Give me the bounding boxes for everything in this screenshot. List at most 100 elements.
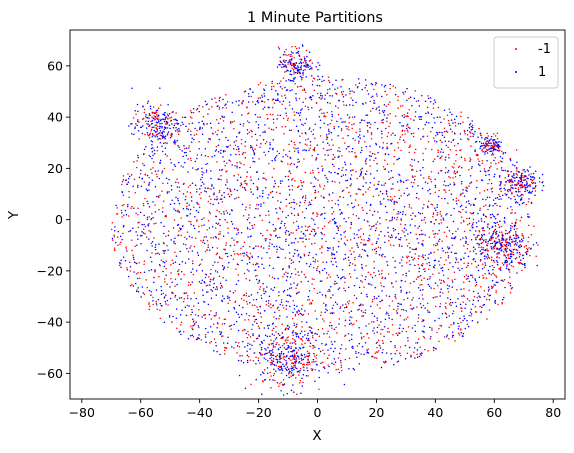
point-neg1 [242,122,245,125]
point-1 [485,256,488,258]
point-1 [390,234,393,236]
point-1 [288,202,291,205]
point-1 [132,256,135,259]
point-neg1 [349,184,352,187]
point-neg1 [407,131,409,133]
point-1 [178,210,180,213]
point-1 [503,296,505,299]
point-neg1 [142,202,145,205]
point-1 [237,148,240,151]
point-neg1 [331,158,334,160]
point-1 [324,311,326,314]
point-1 [490,245,492,248]
point-1 [347,256,350,258]
point-1 [208,137,210,140]
point-neg1 [323,352,326,355]
point-neg1 [117,244,119,246]
point-1 [290,64,293,67]
point-1 [507,175,510,178]
point-1 [484,262,486,264]
point-1 [365,145,367,148]
point-neg1 [433,158,436,160]
point-neg1 [284,233,287,235]
point-1 [379,201,382,203]
point-neg1 [383,184,385,186]
point-1 [290,259,293,261]
point-1 [413,347,416,349]
point-neg1 [159,134,162,137]
point-neg1 [351,127,353,130]
point-1 [119,262,121,264]
point-neg1 [277,114,279,116]
point-1 [383,103,386,106]
point-1 [272,289,274,291]
point-neg1 [405,239,408,241]
point-1 [526,182,528,184]
point-neg1 [525,180,528,183]
point-1 [403,192,406,194]
point-neg1 [379,307,381,309]
point-1 [139,211,142,214]
point-neg1 [233,239,235,241]
point-1 [471,319,474,322]
point-neg1 [501,169,503,172]
point-neg1 [292,334,294,336]
point-neg1 [187,250,190,253]
point-neg1 [348,122,350,124]
point-neg1 [323,225,326,227]
point-1 [331,343,334,346]
point-neg1 [469,182,471,185]
point-1 [476,242,478,245]
point-neg1 [210,279,212,281]
point-1 [466,190,468,192]
point-1 [276,154,278,157]
point-1 [307,106,309,109]
point-1 [163,321,166,324]
point-neg1 [380,272,383,275]
point-1 [220,332,222,335]
point-neg1 [300,66,302,69]
point-neg1 [457,261,459,264]
point-1 [177,161,180,164]
point-1 [321,80,323,83]
point-1 [312,358,315,361]
point-neg1 [293,73,295,75]
point-1 [293,308,296,310]
point-1 [376,317,378,319]
point-neg1 [343,276,345,278]
point-neg1 [188,281,190,284]
point-neg1 [270,306,272,309]
point-neg1 [325,296,327,298]
point-1 [191,236,193,239]
point-1 [221,295,224,297]
point-neg1 [355,319,358,322]
point-neg1 [113,236,116,238]
point-1 [214,198,216,201]
point-neg1 [265,304,268,306]
point-neg1 [151,116,153,118]
point-1 [350,322,352,324]
point-1 [518,203,521,206]
point-1 [525,252,528,255]
point-neg1 [178,186,181,188]
point-1 [339,359,342,362]
point-neg1 [135,166,138,169]
point-1 [230,254,232,257]
point-1 [262,247,265,249]
point-1 [256,188,259,191]
point-neg1 [190,313,192,316]
point-neg1 [371,356,373,358]
point-neg1 [406,129,409,132]
point-neg1 [357,142,360,144]
point-1 [160,304,163,307]
point-1 [299,61,302,64]
point-neg1 [236,241,238,243]
point-1 [504,221,506,224]
point-1 [181,309,183,312]
point-1 [329,290,331,292]
point-neg1 [123,204,125,206]
point-1 [166,142,168,144]
point-1 [376,162,378,165]
point-1 [285,279,288,282]
point-neg1 [273,316,275,318]
